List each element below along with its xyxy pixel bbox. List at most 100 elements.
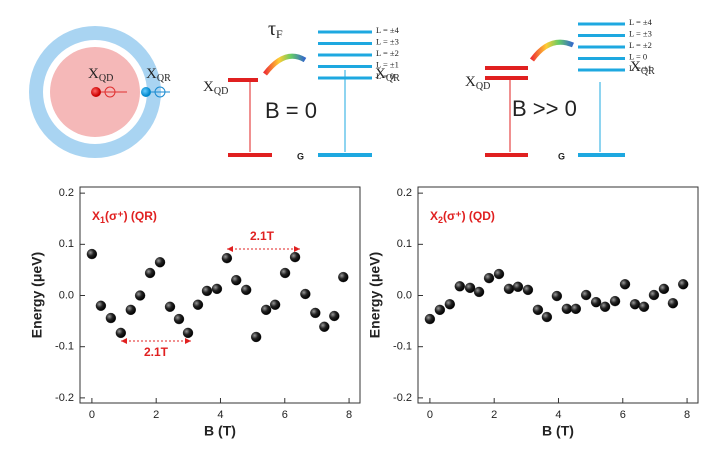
point: [619, 279, 631, 290]
panel-label-part: (σ⁺) (QR): [105, 209, 157, 223]
panel-label-part: 1: [100, 215, 105, 225]
point: [231, 275, 242, 286]
field-label: B = 0: [265, 98, 317, 123]
point: [260, 304, 272, 315]
point: [289, 251, 301, 263]
y-tick-label: 0.2: [397, 187, 412, 199]
x-tick-label: 0: [89, 409, 95, 421]
y-tick-label: 0.1: [397, 238, 412, 250]
energy-diagram: XQD XQR B >> 0 G L = ±4L = ±3 L = ±2L = 0…: [465, 17, 655, 161]
ground-label: G: [297, 151, 304, 161]
x-tick-label: 8: [684, 409, 690, 421]
ground-label: G: [558, 151, 565, 161]
point: [86, 248, 98, 260]
point: [329, 310, 340, 322]
point: [279, 267, 291, 279]
qr-label: XQR: [375, 66, 400, 84]
point: [493, 268, 505, 280]
point: [522, 284, 534, 296]
chart: -0.2 -0.1 0.0 0.1 0.2 0 2 4 6 8 B (T) Energy (μeV) X…: [29, 186, 361, 439]
level-label: L = ±2: [376, 48, 399, 58]
x-tick-label: 8: [346, 409, 352, 421]
qr-label: XQR: [146, 66, 171, 84]
point: [182, 327, 194, 339]
point: [105, 312, 117, 324]
point: [154, 257, 166, 268]
level-label: L = 0: [629, 51, 647, 61]
ring-diagram: XQD XQR: [29, 26, 171, 158]
level-label: L = ±4: [629, 17, 653, 27]
panel-label: X2(σ⁺) (QD): [430, 209, 495, 225]
electron: [141, 87, 151, 97]
y-axis-label: Energy (μeV): [367, 252, 383, 338]
level-label: L = ±3: [376, 36, 399, 46]
point: [512, 281, 524, 292]
x-axis-label: B (T): [542, 423, 574, 439]
point: [144, 267, 156, 279]
y-axis-label: Energy (μeV): [29, 252, 45, 338]
level-label: L = 0: [376, 71, 394, 81]
point: [434, 304, 446, 315]
point: [310, 307, 321, 319]
x-tick-label: 4: [555, 409, 561, 421]
point: [444, 299, 455, 310]
point: [678, 279, 689, 290]
point: [454, 281, 465, 292]
level-label: L = ±3: [629, 28, 652, 38]
electron: [91, 87, 101, 97]
point: [424, 313, 436, 325]
panel-label-part: X: [430, 209, 438, 223]
x-tick-label: 2: [491, 409, 497, 421]
point: [590, 297, 602, 308]
energy-diagram: XQD XQR τF B = 0 G L = ±4L = ±3L = ±2L =…: [203, 18, 400, 162]
period-label: 2.1T: [250, 229, 275, 243]
transfer-arrow: [263, 53, 307, 76]
point: [201, 285, 213, 297]
point: [338, 271, 349, 283]
qd-label: XQD: [88, 66, 113, 84]
point: [125, 304, 136, 315]
period-label: 2.1T: [144, 345, 169, 359]
qd-label: XQD: [203, 79, 228, 97]
point: [473, 286, 485, 298]
y-tick-label: -0.2: [55, 392, 74, 404]
point: [667, 298, 679, 309]
level-label: L = ±4: [376, 25, 400, 35]
x-tick-label: 2: [153, 409, 159, 421]
point: [483, 272, 495, 284]
y-tick-label: -0.2: [393, 392, 412, 404]
y-tick-label: 0.2: [59, 187, 74, 199]
point: [503, 283, 515, 295]
point: [570, 303, 581, 314]
point: [629, 299, 641, 310]
point: [251, 331, 262, 343]
period-annotation: 2.1T 2.1T: [121, 229, 300, 359]
level-label: L = ±1: [376, 59, 399, 69]
panel-label: X1(σ⁺) (QR): [92, 209, 157, 225]
x-tick-label: 0: [427, 409, 433, 421]
point: [609, 295, 621, 307]
point: [638, 301, 650, 312]
y-tick-label: -0.1: [55, 341, 74, 353]
point: [192, 299, 204, 310]
field-label: B >> 0: [512, 96, 577, 121]
tau-label: τF: [268, 18, 283, 41]
panel-label-part: X: [92, 209, 100, 223]
point: [658, 283, 670, 295]
x-axis-label: B (T): [204, 423, 236, 439]
panel-label-part: 2: [438, 215, 443, 225]
point: [541, 311, 553, 323]
point: [319, 321, 330, 332]
point: [241, 284, 252, 296]
x-tick-label: 6: [620, 409, 626, 421]
panel-label-part: (σ⁺) (QD): [443, 209, 495, 223]
level-label: L = ±1: [629, 63, 652, 73]
point: [464, 282, 476, 293]
point: [551, 290, 563, 302]
point: [269, 299, 281, 310]
qr-label: XQR: [630, 59, 655, 77]
point: [561, 303, 572, 314]
transfer-arrow: [529, 39, 574, 62]
point: [164, 301, 176, 312]
